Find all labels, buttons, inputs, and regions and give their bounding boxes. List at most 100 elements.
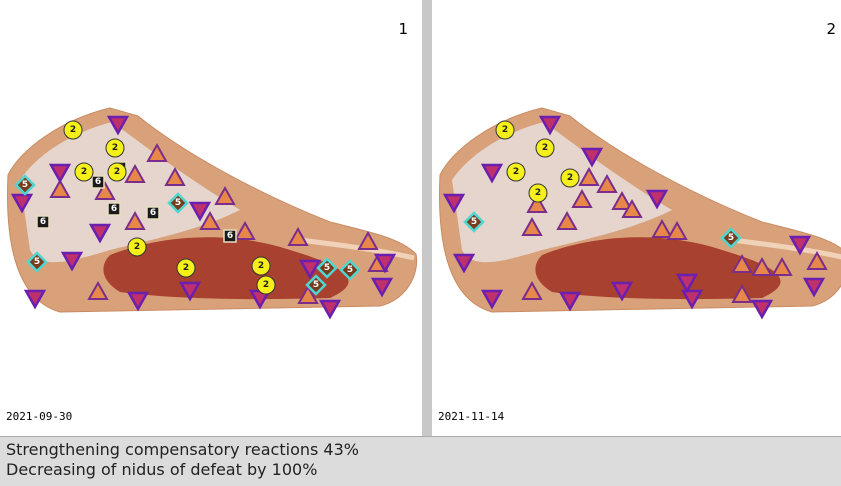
panel-date: 2021-09-30 — [6, 410, 72, 423]
marker-up — [124, 210, 146, 230]
marker-up — [611, 190, 633, 210]
marker-circle — [127, 237, 147, 257]
marker-diamond — [14, 174, 36, 196]
marker-square — [223, 229, 237, 243]
marker-up — [234, 220, 256, 240]
marker-circle — [105, 138, 125, 158]
marker-label: 5 — [471, 217, 477, 227]
marker-down — [788, 235, 812, 256]
marker-label: 2 — [112, 143, 118, 153]
marker-circle — [528, 183, 548, 203]
marker-circle — [495, 120, 515, 140]
marker-circle — [506, 162, 526, 182]
marker-circle — [74, 162, 94, 182]
marker-label: 6 — [227, 231, 233, 241]
marker-diamond — [316, 257, 338, 279]
marker-down — [23, 289, 47, 310]
marker-down — [558, 291, 582, 312]
marker-label: 2 — [542, 143, 548, 153]
marker-up — [571, 188, 593, 208]
marker-circle — [535, 138, 555, 158]
marker-down — [452, 253, 476, 274]
marker-down — [188, 201, 212, 222]
marker-label: 5 — [34, 257, 40, 267]
marker-up — [214, 185, 236, 205]
marker-square — [36, 215, 50, 229]
marker-down — [750, 299, 774, 320]
marker-down — [680, 289, 704, 310]
status-line: Strengthening compensatory reactions 43% — [6, 440, 359, 459]
marker-down — [60, 251, 84, 272]
marker-label: 2 — [263, 280, 269, 290]
panel-number: 2 — [826, 20, 836, 38]
marker-up — [199, 210, 221, 230]
marker-label: 2 — [70, 125, 76, 135]
marker-circle — [107, 162, 127, 182]
marker-down — [178, 281, 202, 302]
marker-diamond — [463, 211, 485, 233]
marker-label: 2 — [81, 167, 87, 177]
marker-circle — [256, 275, 276, 295]
marker-circle — [176, 258, 196, 278]
marker-down — [370, 277, 394, 298]
marker-down — [480, 289, 504, 310]
marker-up — [49, 178, 71, 198]
marker-up — [526, 193, 548, 213]
marker-label: 2 — [183, 263, 189, 273]
marker-circle — [251, 256, 271, 276]
marker-diamond — [167, 192, 189, 214]
marker-label: 6 — [95, 177, 101, 187]
marker-down — [373, 253, 397, 274]
marker-up — [521, 280, 543, 300]
marker-label: 5 — [324, 263, 330, 273]
marker-circle — [63, 120, 83, 140]
divider — [422, 0, 432, 436]
marker-square — [146, 206, 160, 220]
marker-up — [596, 173, 618, 193]
marker-up — [164, 166, 186, 186]
marker-up — [578, 166, 600, 186]
marker-label: 5 — [313, 280, 319, 290]
marker-square — [91, 175, 105, 189]
marker-square — [107, 202, 121, 216]
marker-down — [10, 193, 34, 214]
marker-label: 6 — [111, 204, 117, 214]
marker-down — [126, 291, 150, 312]
marker-up — [297, 284, 319, 304]
marker-down — [480, 163, 504, 184]
marker-label: 2 — [513, 167, 519, 177]
marker-down — [645, 189, 669, 210]
marker-down — [538, 115, 562, 136]
marker-up — [731, 253, 753, 273]
marker-label: 5 — [347, 265, 353, 275]
marker-up — [87, 280, 109, 300]
marker-label: 2 — [134, 242, 140, 252]
marker-up — [751, 256, 773, 276]
marker-up — [94, 180, 116, 200]
marker-up — [666, 220, 688, 240]
marker-down — [106, 115, 130, 136]
marker-up — [651, 218, 673, 238]
marker-label: 2 — [502, 125, 508, 135]
marker-up — [731, 283, 753, 303]
status-bar: Strengthening compensatory reactions 43%… — [0, 436, 841, 486]
marker-circle — [560, 168, 580, 188]
marker-up — [621, 198, 643, 218]
marker-label: 5 — [22, 180, 28, 190]
marker-label: 2 — [567, 173, 573, 183]
marker-up — [146, 142, 168, 162]
marker-up — [556, 210, 578, 230]
viewer: 1 2 2021-09-30 2021-11-14 55555566666622… — [5, 0, 841, 436]
marker-down — [442, 193, 466, 214]
marker-up — [357, 230, 379, 250]
marker-label: 5 — [728, 233, 734, 243]
marker-down — [298, 259, 322, 280]
marker-label: 5 — [175, 198, 181, 208]
marker-label: 2 — [535, 188, 541, 198]
marker-down — [610, 281, 634, 302]
marker-label: 6 — [40, 217, 46, 227]
marker-label: 2 — [258, 261, 264, 271]
marker-diamond — [305, 274, 327, 296]
marker-label: 2 — [114, 167, 120, 177]
status-line: Decreasing of nidus of defeat by 100% — [6, 460, 318, 479]
